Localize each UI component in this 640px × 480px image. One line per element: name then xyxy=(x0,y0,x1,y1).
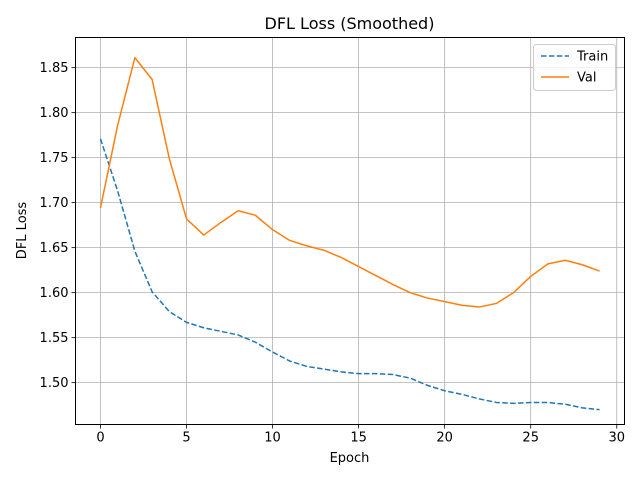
y-tick-label: 1.65 xyxy=(40,241,69,256)
series-layer xyxy=(99,57,600,411)
y-tick-label: 1.50 xyxy=(40,376,69,391)
legend: Train Val xyxy=(533,44,616,91)
y-tick-label: 1.60 xyxy=(40,286,69,301)
x-tick-label: 5 xyxy=(182,431,190,446)
x-tick-label: 10 xyxy=(264,431,281,446)
y-axis-title: DFL Loss xyxy=(15,202,30,260)
x-tick-label: 25 xyxy=(522,431,539,446)
legend-label-val: Val xyxy=(577,71,596,86)
plot-frame xyxy=(75,37,625,425)
series-line-val xyxy=(99,57,600,308)
x-tick-label: 0 xyxy=(96,431,104,446)
legend-label-train: Train xyxy=(576,50,608,65)
x-tick-label: 30 xyxy=(608,431,625,446)
x-tick-label: 15 xyxy=(350,431,367,446)
chart-title: DFL Loss (Smoothed) xyxy=(265,14,435,33)
axis-ticks: 0 5 10 15 20 25 30 1.50 1.55 1.60 1.65 1.70 1.75 1.80… xyxy=(40,61,625,445)
grid-lines xyxy=(75,37,625,425)
series-line-train xyxy=(99,138,600,411)
y-tick-label: 1.55 xyxy=(40,331,69,346)
y-tick-label: 1.85 xyxy=(40,61,69,76)
y-tick-label: 1.80 xyxy=(40,106,69,121)
x-axis-title: Epoch xyxy=(330,451,370,466)
x-tick-label: 20 xyxy=(436,431,453,446)
y-tick-label: 1.75 xyxy=(40,151,69,166)
y-tick-label: 1.70 xyxy=(40,196,69,211)
